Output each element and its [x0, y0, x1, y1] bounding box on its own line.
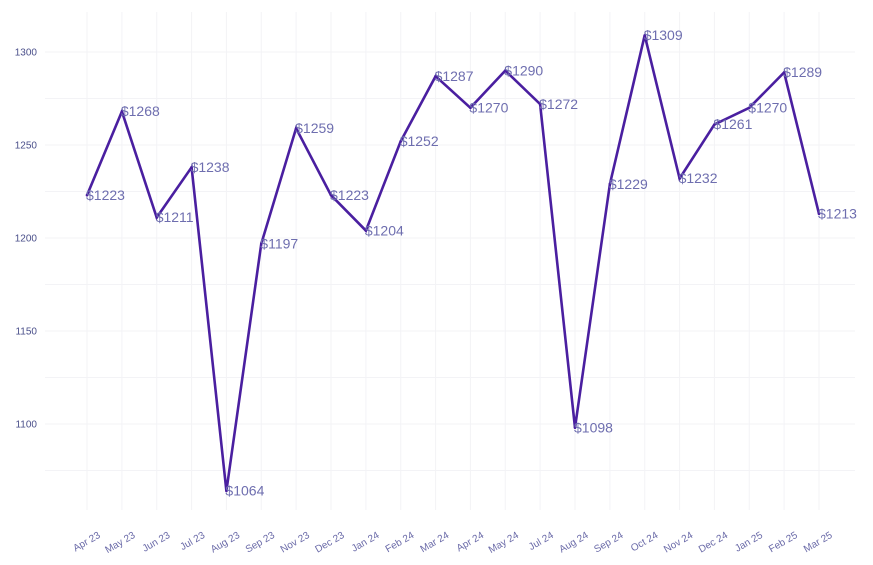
x-tick-label: Jul 24	[527, 530, 556, 553]
x-tick-label: Feb 25	[767, 530, 800, 555]
data-label: $1211	[156, 209, 194, 225]
x-tick-label: Jul 23	[178, 530, 207, 553]
x-tick-label: Sep 23	[244, 530, 277, 556]
data-label: $1261	[713, 116, 752, 132]
grid	[45, 12, 855, 510]
x-tick-label: Apr 24	[455, 530, 486, 554]
data-point	[573, 426, 577, 430]
data-point	[120, 110, 124, 113]
x-tick-label: Nov 24	[662, 530, 695, 556]
data-point	[399, 139, 403, 143]
data-label: $1270	[469, 100, 508, 116]
data-label: $1238	[191, 159, 230, 175]
data-point	[364, 229, 368, 232]
x-tick-label: Dec 23	[314, 530, 347, 556]
x-tick-label: Dec 24	[697, 530, 730, 556]
data-point	[294, 126, 298, 130]
data-point	[713, 123, 716, 126]
data-point	[678, 177, 681, 180]
data-point	[503, 69, 507, 72]
x-tick-label: Apr 23	[71, 530, 102, 554]
series	[85, 33, 821, 493]
data-point	[608, 182, 612, 186]
y-tick-label: 1250	[15, 141, 38, 152]
y-tick-label: 1100	[15, 420, 37, 431]
x-tick-label: Feb 24	[384, 530, 417, 555]
data-point	[538, 102, 542, 106]
x-tick-label: Jan 25	[733, 530, 765, 555]
data-label: $1229	[609, 176, 648, 192]
x-tick-label: May 24	[487, 530, 521, 556]
x-tick-label: Oct 24	[629, 530, 660, 554]
x-tick-label: Aug 24	[558, 530, 591, 556]
data-point	[259, 242, 263, 245]
data-label: $1197	[260, 235, 298, 251]
data-label: $1252	[400, 133, 439, 149]
data-labels: $1223 $1268 $1211 $1238 $1064 $1197 $1259 $1223…	[86, 27, 857, 499]
data-point	[643, 33, 647, 37]
x-tick-label: Jan 24	[350, 530, 382, 555]
data-label: $1272	[539, 96, 578, 112]
x-tick-label: Nov 23	[279, 530, 312, 556]
data-point	[329, 193, 333, 197]
data-point	[817, 212, 821, 216]
data-label: $1064	[225, 483, 264, 499]
data-label: $1268	[121, 103, 160, 119]
data-label: $1232	[679, 170, 718, 186]
data-point	[782, 71, 786, 74]
y-tick-label: 1150	[15, 327, 37, 338]
x-tick-label: Aug 23	[209, 530, 242, 556]
y-tick-label: 1300	[15, 48, 38, 59]
x-tick-label: Mar 24	[419, 530, 452, 555]
data-label: $1223	[86, 187, 125, 203]
data-point	[85, 193, 89, 197]
data-point	[225, 489, 228, 493]
x-tick-label: Sep 24	[592, 530, 625, 556]
x-tick-label: Jun 23	[141, 530, 173, 555]
x-axis: Apr 23 May 23 Jun 23 Jul 23 Aug 23 Sep 23 Nov …	[71, 530, 834, 556]
x-tick-label: May 23	[103, 530, 137, 556]
data-label: $1309	[644, 27, 683, 43]
data-label: $1289	[783, 64, 822, 80]
data-label: $1213	[818, 206, 857, 222]
y-axis: 1100 1150 1200 1250 1300	[15, 48, 38, 431]
data-label: $1223	[330, 187, 369, 203]
data-point	[747, 106, 751, 110]
y-tick-label: 1200	[15, 234, 38, 245]
data-point	[469, 106, 472, 110]
data-label: $1259	[295, 120, 334, 136]
data-label: $1270	[748, 100, 787, 116]
series-line	[85, 34, 821, 492]
data-label: $1287	[435, 68, 474, 84]
data-point	[434, 74, 437, 78]
data-label: $1098	[574, 419, 613, 435]
data-label: $1290	[504, 62, 543, 78]
x-tick-label: Mar 25	[802, 530, 835, 555]
data-label: $1204	[365, 222, 404, 238]
data-point	[190, 166, 193, 169]
data-point	[155, 216, 159, 219]
